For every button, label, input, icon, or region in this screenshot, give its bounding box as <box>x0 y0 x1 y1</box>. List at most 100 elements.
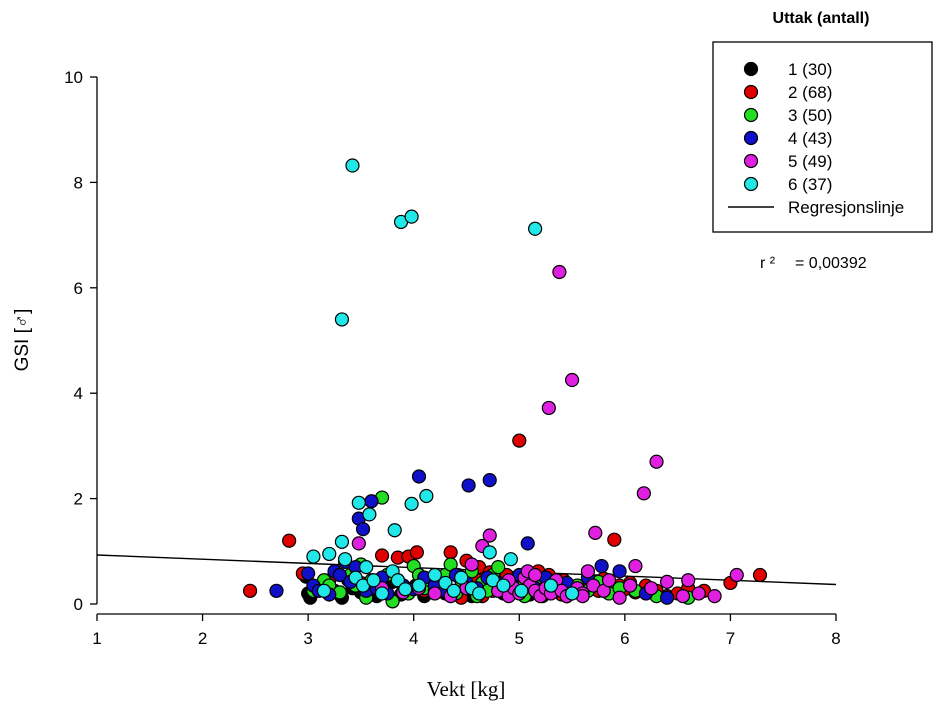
data-point-series-5 <box>659 574 675 589</box>
y-axis-title: GSI [♂] <box>12 309 33 372</box>
data-point-series-5 <box>675 588 691 604</box>
data-point-series-4 <box>594 558 609 574</box>
x-tick-label: 2 <box>198 629 207 648</box>
data-point-series-3 <box>491 560 506 575</box>
data-point-series-6 <box>366 573 381 588</box>
legend-marker <box>743 130 759 146</box>
data-point-series-6 <box>362 507 377 522</box>
data-point-series-5 <box>612 590 627 605</box>
y-tick-label: 10 <box>64 68 83 87</box>
data-point-series-5 <box>644 581 659 596</box>
data-point-series-6 <box>446 583 461 598</box>
data-point-series-6 <box>334 312 350 327</box>
r-squared-label: r ² <box>760 255 776 272</box>
data-point-series-6 <box>503 552 518 567</box>
y-tick-label: 8 <box>74 173 83 192</box>
data-point-series-6 <box>404 209 419 224</box>
x-tick-label: 4 <box>409 629 418 648</box>
legend-marker <box>743 107 759 123</box>
data-point-series-2 <box>242 583 258 598</box>
data-point-series-5 <box>564 372 580 388</box>
data-point-series-6 <box>427 567 442 583</box>
data-point-series-4 <box>461 478 476 493</box>
x-axis-title: Vekt [kg] <box>427 677 506 701</box>
legend-title: Uttak (antall) <box>773 10 870 27</box>
x-tick-label: 3 <box>303 629 312 648</box>
legend-marker <box>743 153 759 169</box>
legend: 1 (30) 2 (68) 3 (50) 4 (43) 5 (49) 6 (37) Regr… <box>728 60 904 217</box>
legend-label: 5 (49) <box>788 152 832 171</box>
data-point-series-2 <box>409 545 424 560</box>
x-tick-label: 5 <box>515 629 524 648</box>
data-point-series-2 <box>443 545 458 560</box>
data-point-series-2 <box>374 548 390 563</box>
data-point-series-2 <box>752 567 768 583</box>
data-points <box>242 158 768 609</box>
data-point-series-6 <box>398 582 413 597</box>
legend-label: 3 (50) <box>788 106 832 125</box>
data-point-series-5 <box>628 558 643 574</box>
data-point-series-6 <box>387 523 402 538</box>
data-point-series-5 <box>552 264 567 280</box>
data-point-series-6 <box>359 560 374 575</box>
legend-marker <box>743 176 759 192</box>
data-point-series-5 <box>528 567 543 583</box>
x-tick-label: 6 <box>620 629 629 648</box>
data-point-series-6 <box>374 586 390 601</box>
data-point-series-5 <box>707 588 722 604</box>
data-point-series-6 <box>564 586 580 601</box>
data-point-series-6 <box>543 578 559 593</box>
data-point-series-6 <box>404 496 419 511</box>
data-point-series-5 <box>623 578 638 593</box>
legend-label: 4 (43) <box>788 129 832 148</box>
data-point-series-6 <box>454 570 469 585</box>
y-tick-label: 2 <box>74 490 83 509</box>
data-point-series-5 <box>482 528 497 543</box>
data-point-series-5 <box>427 586 442 601</box>
data-point-series-4 <box>355 522 371 537</box>
data-point-series-2 <box>512 433 527 448</box>
legend-label: 6 (37) <box>788 175 832 194</box>
y-tick-label: 6 <box>74 279 83 298</box>
axis-ticks: 1 2 3 4 5 6 7 8 0 2 4 6 8 10 <box>64 68 841 648</box>
data-point-series-6 <box>322 546 337 562</box>
r-squared-value: = 0,00392 <box>795 255 867 272</box>
data-point-series-5 <box>580 564 596 579</box>
data-point-series-4 <box>332 567 347 583</box>
data-point-series-4 <box>520 536 535 551</box>
data-point-series-6 <box>482 545 497 560</box>
data-point-series-4 <box>364 494 379 509</box>
data-point-series-5 <box>464 557 479 572</box>
y-tick-label: 4 <box>74 384 83 403</box>
data-point-series-5 <box>681 573 696 588</box>
data-point-series-6 <box>345 158 360 173</box>
data-point-series-6 <box>351 495 366 510</box>
x-tick-label: 1 <box>92 629 101 648</box>
data-point-series-5 <box>588 525 603 540</box>
data-point-series-2 <box>607 532 622 547</box>
legend-marker <box>743 84 759 100</box>
data-point-series-5 <box>601 573 617 588</box>
data-point-series-5 <box>729 567 744 583</box>
data-point-series-2 <box>282 533 297 548</box>
data-point-series-4 <box>411 469 427 484</box>
data-point-series-6 <box>337 552 353 567</box>
data-point-series-6 <box>334 534 350 549</box>
data-point-series-6 <box>528 221 543 236</box>
data-point-series-5 <box>691 586 706 601</box>
data-point-series-4 <box>269 583 284 598</box>
data-point-series-6 <box>514 583 529 598</box>
data-point-series-5 <box>541 400 556 416</box>
data-point-series-5 <box>649 454 664 469</box>
data-point-series-4 <box>301 566 316 581</box>
data-point-series-5 <box>636 486 651 501</box>
legend-label: 2 (68) <box>788 83 832 102</box>
x-tick-label: 7 <box>726 629 735 648</box>
data-point-series-6 <box>472 586 487 601</box>
x-tick-label: 8 <box>831 629 840 648</box>
data-point-series-6 <box>496 578 511 593</box>
legend-label: 1 (30) <box>788 60 832 79</box>
data-point-series-6 <box>316 583 332 598</box>
data-point-series-4 <box>612 564 627 579</box>
